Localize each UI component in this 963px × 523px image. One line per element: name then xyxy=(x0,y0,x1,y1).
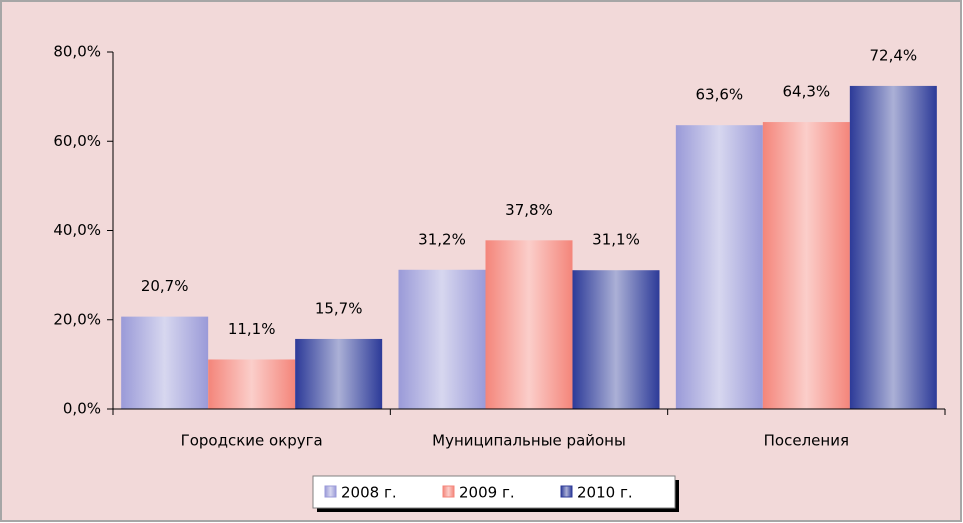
bar xyxy=(675,125,763,409)
y-tick-label: 20,0% xyxy=(53,310,101,328)
value-label: 11,1% xyxy=(228,320,276,338)
value-label: 31,2% xyxy=(418,230,466,248)
value-label: 63,6% xyxy=(696,86,744,104)
y-tick-label: 80,0% xyxy=(53,43,101,61)
legend-label: 2010 г. xyxy=(577,484,633,502)
x-tick-label: Поселения xyxy=(764,432,849,450)
bar xyxy=(398,269,486,409)
legend-label: 2008 г. xyxy=(341,484,397,502)
bar xyxy=(295,338,383,409)
x-tick-label: Городские округа xyxy=(181,432,323,450)
bar xyxy=(121,316,209,409)
value-label: 37,8% xyxy=(505,201,553,219)
value-label: 20,7% xyxy=(141,277,189,295)
bar xyxy=(762,122,850,409)
value-label: 15,7% xyxy=(315,299,363,317)
bar xyxy=(849,85,937,409)
legend xyxy=(312,475,676,509)
bar xyxy=(208,359,296,409)
value-label: 72,4% xyxy=(870,46,918,64)
y-tick-label: 40,0% xyxy=(53,221,101,239)
bar xyxy=(572,270,660,409)
y-tick-label: 0,0% xyxy=(63,400,101,418)
y-tick-label: 60,0% xyxy=(53,132,101,150)
legend-swatch xyxy=(324,485,337,498)
value-label: 64,3% xyxy=(783,83,831,101)
legend-swatch xyxy=(442,485,455,498)
bar xyxy=(485,240,573,409)
x-tick-label: Муниципальные районы xyxy=(432,432,626,450)
legend-label: 2009 г. xyxy=(459,484,515,502)
legend-swatch xyxy=(560,485,573,498)
value-label: 31,1% xyxy=(592,231,640,249)
